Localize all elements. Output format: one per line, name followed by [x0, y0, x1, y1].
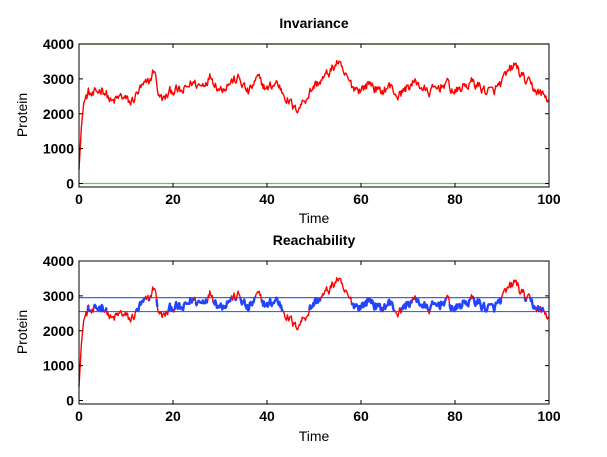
x-tick-label: 60 — [353, 191, 369, 207]
reachability-panel: Reachability Time Protein 0 20 40 60 80 10001… — [14, 232, 561, 444]
y-tick-label: 0 — [66, 393, 74, 409]
x-tick-label: 80 — [447, 408, 463, 424]
x-tick-label: 40 — [259, 191, 275, 207]
trajectory-line — [78, 60, 550, 170]
invariance-panel: Invariance Time Protein 0 20 40 60 80 1000100… — [14, 15, 561, 226]
invariance-title: Invariance — [279, 15, 348, 31]
axes-frame — [78, 260, 550, 405]
reachability-xlabel: Time — [299, 428, 330, 444]
in-range-segments — [86, 296, 545, 313]
invariance-ylabel: Protein — [14, 93, 30, 137]
y-tick-label: 4000 — [43, 253, 74, 269]
y-tick-label: 1000 — [43, 358, 74, 374]
x-tick-label: 0 — [75, 408, 83, 424]
y-tick-label: 1000 — [43, 141, 74, 157]
y-tick-label: 3000 — [43, 71, 74, 87]
x-tick-label: 20 — [165, 191, 181, 207]
y-tick-label: 2000 — [43, 323, 74, 339]
x-tick-label: 100 — [537, 408, 561, 424]
trajectory-line — [78, 277, 550, 387]
x-tick-label: 20 — [165, 408, 181, 424]
reachability-ylabel: Protein — [14, 310, 30, 354]
x-tick-label: 60 — [353, 408, 369, 424]
x-tick-label: 80 — [447, 191, 463, 207]
x-tick-label: 40 — [259, 408, 275, 424]
y-tick-label: 2000 — [43, 106, 74, 122]
y-tick-label: 4000 — [43, 36, 74, 52]
x-tick-label: 0 — [75, 191, 83, 207]
y-tick-label: 0 — [66, 176, 74, 192]
axes-frame — [78, 43, 550, 188]
y-tick-label: 3000 — [43, 288, 74, 304]
invariance-xlabel: Time — [299, 210, 330, 226]
reachability-title: Reachability — [273, 232, 356, 248]
x-tick-label: 100 — [537, 191, 561, 207]
